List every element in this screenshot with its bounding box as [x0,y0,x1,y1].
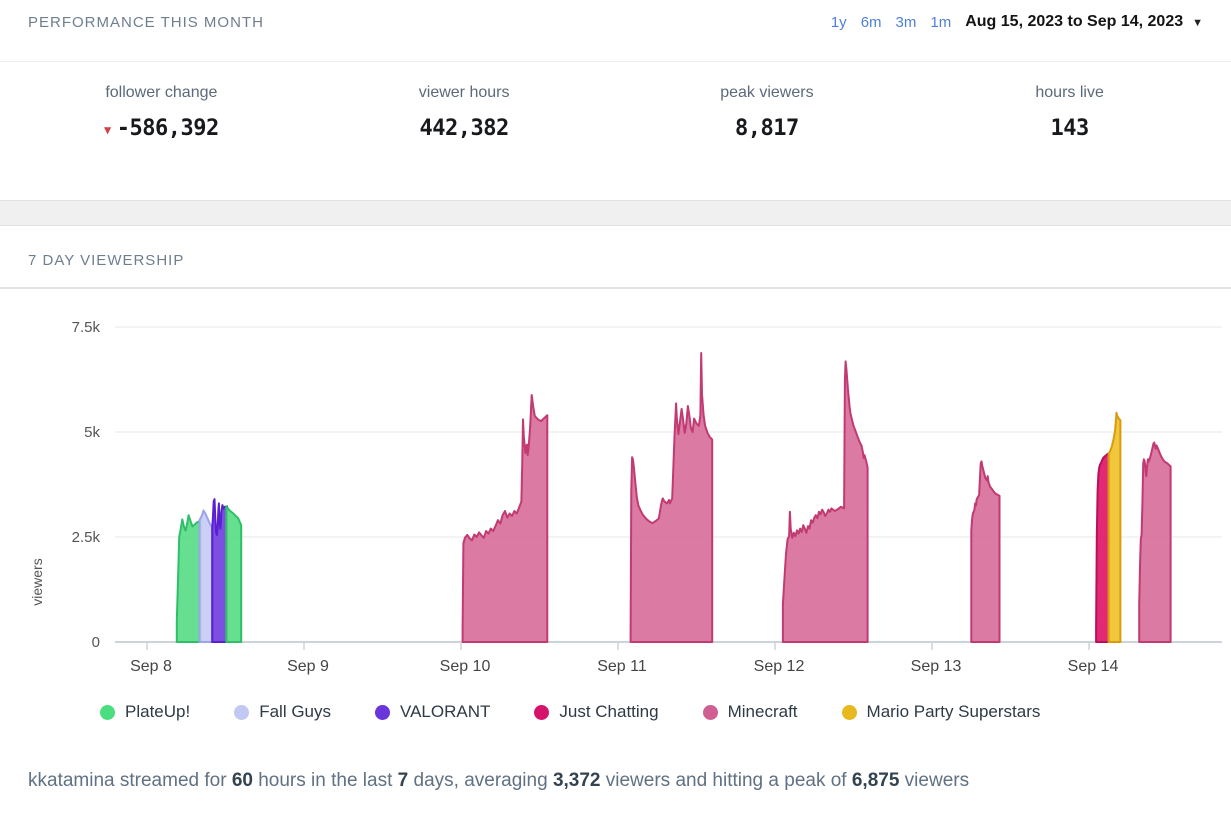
legend-item-just-chatting[interactable]: Just Chatting [534,702,659,722]
y-axis-tick-label: 0 [92,634,100,651]
legend-item-plateup-[interactable]: PlateUp! [100,702,190,722]
stat-peak-viewers: peak viewers 8,817 [616,84,919,200]
legend-label: PlateUp! [125,702,191,721]
summary-text-segment: viewers [899,770,970,791]
stat-number: 8,817 [735,116,799,141]
legend-label: Just Chatting [559,702,659,721]
legend-dot-icon [702,704,718,720]
range-link-6m[interactable]: 6m [860,13,882,31]
stat-value: 442,382 [419,116,510,141]
legend-label: Minecraft [727,702,798,721]
stat-follower-change: follower change ▼ -586,392 [10,84,313,200]
chart-legend: PlateUp! Fall Guys VALORANT Just Chatting Mi… [0,696,1231,736]
viewership-card: 7 DAY VIEWERSHIP 0 2.5k 5k 7.5k viewers Sep 8… [0,226,1231,736]
legend-label: VALORANT [400,702,491,721]
stat-value: 143 [1050,116,1090,141]
chevron-down-icon: ▼ [1192,17,1203,29]
summary-text-segment: hours in the last [252,770,398,791]
summary-text-segment: 7 [397,770,409,791]
stat-label: hours live [1035,84,1104,101]
x-axis-tick-label: Sep 12 [754,658,805,675]
legend-item-minecraft[interactable]: Minecraft [702,702,798,722]
summary-text-segment: 3,372 [552,770,601,791]
date-range-controls: 1y 6m 3m 1m Aug 15, 2023 to Sep 14, 2023… [831,12,1203,31]
date-range-label: Aug 15, 2023 to Sep 14, 2023 [965,13,1184,30]
decrease-icon: ▼ [104,122,111,137]
x-axis-tick-label: Sep 11 [597,658,647,675]
section-divider-band [0,200,1231,226]
x-axis-tick-label: Sep 10 [440,658,491,675]
legend-dot-icon [534,704,550,720]
legend-item-valorant[interactable]: VALORANT [375,702,490,722]
session-area-minecraft[interactable] [781,360,869,643]
performance-card: PERFORMANCE THIS MONTH 1y 6m 3m 1m Aug 1… [0,0,1231,200]
y-axis-tick-label: 2.5k [72,529,101,546]
legend-label: Mario Party Superstars [866,702,1041,721]
summary-text-segment: days, averaging [408,770,553,791]
summary-text-segment: kkatamina streamed for [28,770,232,791]
legend-dot-icon [375,704,390,720]
stat-number: 143 [1050,116,1090,141]
stat-label: follower change [105,84,218,101]
viewership-header: 7 DAY VIEWERSHIP [0,226,1231,289]
stat-label: viewer hours [418,84,510,101]
x-axis-tick-label: Sep 13 [911,658,962,675]
stat-label: peak viewers [720,84,814,101]
summary-text: kkatamina streamed for 60 hours in the l… [0,736,1231,792]
range-link-1m[interactable]: 1m [930,13,952,31]
session-area-just-chatting[interactable] [1095,452,1111,643]
legend-item-mario-party-superstars[interactable]: Mario Party Superstars [841,702,1041,722]
session-area-fall-guys[interactable] [198,509,214,643]
stat-number: 442,382 [419,116,510,141]
summary-text-segment: 6,875 [851,770,900,791]
legend-dot-icon [100,704,115,720]
stats-row: follower change ▼ -586,392 viewer hours … [0,62,1231,200]
performance-title: PERFORMANCE THIS MONTH [28,14,264,31]
session-area-plateup-[interactable] [225,505,243,643]
stat-value: ▼ -586,392 [104,116,219,141]
x-axis-tick-label: Sep 8 [130,658,172,675]
summary-text-segment: viewers and hitting a peak of [600,770,852,791]
area-chart-canvas[interactable]: 0 2.5k 5k 7.5k viewers Sep 8 Sep 9 Sep 10 Sep 11… [0,289,1231,691]
stat-value: 8,817 [735,116,799,141]
viewership-chart: 0 2.5k 5k 7.5k viewers Sep 8 Sep 9 Sep 10 Sep 11… [0,289,1231,696]
range-link-3m[interactable]: 3m [895,13,917,31]
y-axis-tick-label: 7.5k [72,319,101,336]
stat-number: -586,392 [116,116,219,141]
y-axis-title: viewers [29,558,45,605]
session-area-minecraft[interactable] [629,352,714,643]
performance-header: PERFORMANCE THIS MONTH 1y 6m 3m 1m Aug 1… [0,0,1231,62]
session-area-minecraft[interactable] [461,394,549,643]
stat-viewer-hours: viewer hours 442,382 [313,84,616,200]
viewership-title: 7 DAY VIEWERSHIP [28,252,185,269]
stat-hours-live: hours live 143 [918,84,1221,200]
session-area-valorant[interactable] [211,498,229,643]
legend-dot-icon [234,704,250,720]
y-axis-tick-label: 5k [84,424,100,441]
summary-text-segment: 60 [231,770,253,791]
x-axis-tick-label: Sep 14 [1068,658,1119,675]
session-area-minecraft[interactable] [970,460,1001,643]
date-range-dropdown[interactable]: Aug 15, 2023 to Sep 14, 2023 ▼ [965,13,1203,31]
session-area-minecraft[interactable] [1138,441,1172,643]
x-axis-tick-label: Sep 9 [287,658,329,675]
legend-label: Fall Guys [259,702,331,721]
session-area-mario-party-superstars[interactable] [1107,411,1122,643]
session-area-plateup-[interactable] [175,514,203,643]
legend-dot-icon [841,704,857,720]
range-link-1y[interactable]: 1y [830,13,847,31]
legend-item-fall-guys[interactable]: Fall Guys [234,702,331,722]
